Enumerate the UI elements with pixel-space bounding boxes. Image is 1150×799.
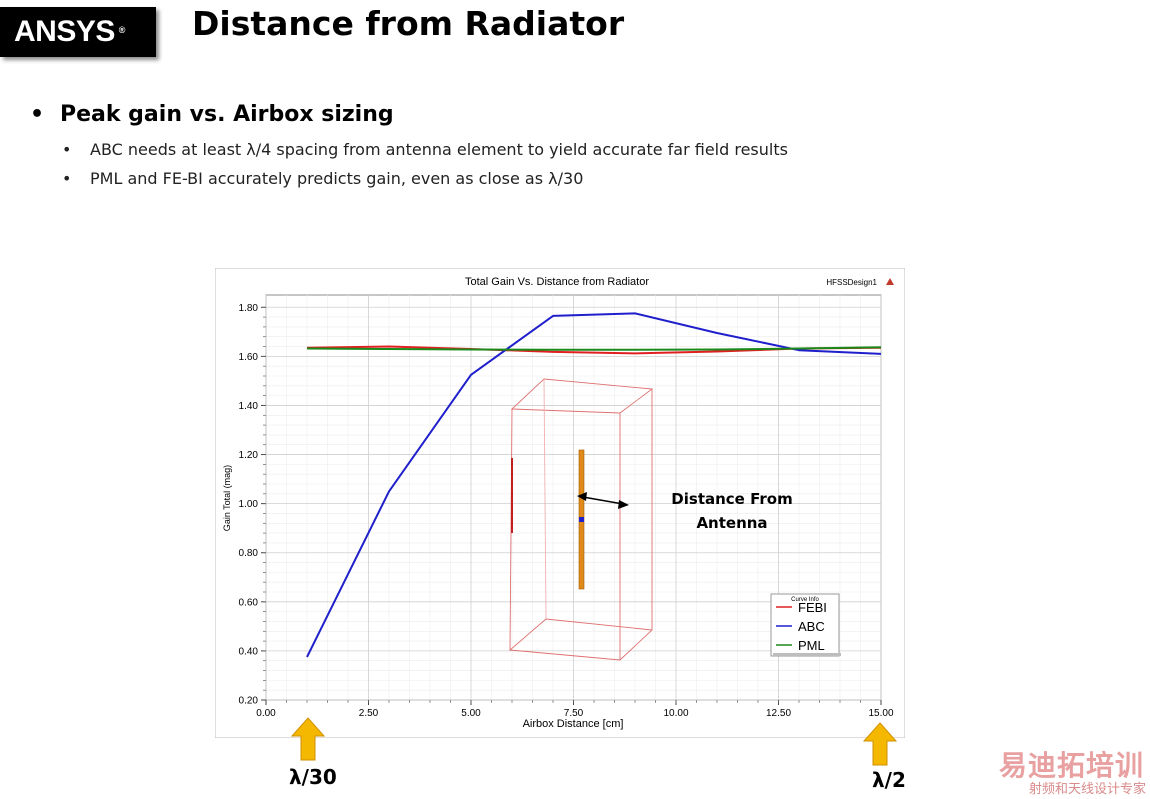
watermark-sub: 射频和天线设计专家	[1028, 782, 1146, 797]
x-tick-label: 12.50	[766, 708, 791, 719]
bullet-dot: •	[62, 140, 72, 159]
watermark: 易迪拓培训 射频和天线设计专家	[988, 744, 1150, 799]
y-tick-label: 1.60	[239, 352, 259, 363]
annotation-line-2: Antenna	[696, 514, 767, 532]
x-tick-label: 0.00	[256, 708, 276, 719]
watermark-main: 易迪拓培训	[998, 749, 1144, 782]
ansoft-mini-logo-icon	[886, 278, 894, 285]
legend-title: Curve Info	[791, 597, 819, 603]
right-marker-label: λ/2	[872, 768, 906, 792]
major-gridlines	[265, 295, 882, 701]
legend-label-febi: FEBI	[798, 600, 827, 615]
bullet-sub-1-text: ABC needs at least λ/4 spacing from ante…	[90, 140, 788, 159]
chart-title: Total Gain Vs. Distance from Radiator	[465, 276, 649, 288]
y-tick-label: 0.60	[239, 597, 259, 608]
legend-shadow	[773, 653, 841, 656]
legend: Curve Info FEBI ABC PML	[770, 593, 841, 657]
bullet-dot: •	[30, 102, 45, 127]
bullet-main-text: Peak gain vs. Airbox sizing	[60, 102, 394, 127]
left-arrow-shape	[291, 717, 325, 761]
x-axis-label: Airbox Distance [cm]	[523, 718, 624, 730]
legend-items: FEBI ABC PML	[776, 600, 827, 653]
bullet-dot: •	[62, 169, 72, 188]
antenna-feed	[579, 517, 584, 522]
x-tick-label: 2.50	[359, 708, 379, 719]
x-tick-label: 7.50	[564, 708, 584, 719]
gain-chart: Total Gain Vs. Distance from Radiator HF…	[215, 268, 905, 738]
slide-title: Distance from Radiator	[192, 4, 625, 43]
logo-text: ANSYS ®	[14, 15, 125, 48]
ansys-logo: ANSYS ®	[0, 7, 156, 57]
axis-ticks	[261, 306, 882, 705]
left-marker-arrow-icon	[291, 717, 325, 761]
left-marker-label: λ/30	[289, 765, 337, 789]
y-tick-label: 1.80	[239, 303, 259, 314]
annotation-line-1: Distance From	[671, 490, 792, 508]
series-lines	[306, 312, 882, 658]
right-arrow-shape	[863, 722, 897, 766]
right-marker-arrow-icon	[863, 722, 897, 766]
series-line-pml	[306, 346, 882, 351]
y-axis-label: Gain Total (mag)	[222, 465, 232, 531]
tick-labels: 0.00 2.50 5.00 7.50 10.00 12.50 15.00 0.20 0.40 0…	[239, 303, 894, 719]
y-tick-label: 0.20	[239, 696, 259, 707]
y-tick-label: 1.40	[239, 401, 259, 412]
y-tick-label: 0.40	[239, 646, 259, 657]
distance-arrow-icon	[577, 492, 629, 509]
y-tick-label: 0.80	[239, 548, 259, 559]
series-line-abc	[306, 312, 882, 658]
y-tick-label: 1.00	[239, 499, 259, 510]
bullet-sub-2-text: PML and FE-BI accurately predicts gain, …	[90, 169, 584, 188]
legend-label-abc: ABC	[798, 619, 825, 634]
design-label: HFSSDesign1	[826, 278, 877, 287]
legend-label-pml: PML	[798, 638, 825, 653]
x-tick-label: 10.00	[663, 708, 688, 719]
x-tick-label: 15.00	[868, 708, 893, 719]
y-tick-label: 1.20	[239, 450, 259, 461]
x-tick-label: 5.00	[461, 708, 481, 719]
